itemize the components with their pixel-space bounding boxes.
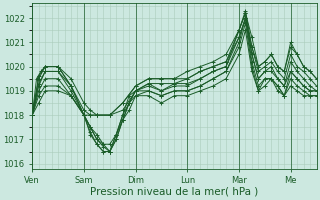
X-axis label: Pression niveau de la mer( hPa ): Pression niveau de la mer( hPa ) (90, 187, 259, 197)
